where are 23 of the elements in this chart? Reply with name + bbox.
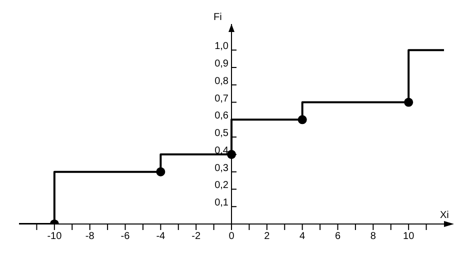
x-tick-label: 6 <box>334 231 341 242</box>
y-tick-label: 0,7 <box>214 93 229 104</box>
x-tick-label: 4 <box>300 231 306 242</box>
y-tick-label: 0,9 <box>214 58 229 70</box>
y-tick-label: 1,0 <box>214 41 229 52</box>
y-axis-title: Fi <box>214 12 222 23</box>
y-tick-label: 0,4 <box>214 145 229 156</box>
x-tick-label: 8 <box>370 231 376 242</box>
y-tick-label: 0,2 <box>214 180 229 192</box>
x-tick-label: -2 <box>192 231 201 242</box>
y-tick-label: 0,8 <box>214 76 229 87</box>
x-tick-label: -8 <box>85 231 95 242</box>
y-tick-label: 0,3 <box>214 162 229 174</box>
y-tick-label: 0,6 <box>214 110 229 122</box>
x-tick-label: -10 <box>47 231 62 242</box>
x-axis-title: Xi <box>440 210 449 221</box>
x-tick-label: 0 <box>228 231 235 242</box>
x-tick-label: 10 <box>403 231 415 242</box>
y-tick-label: 0,1 <box>214 198 229 209</box>
x-tick-label: -6 <box>120 231 130 242</box>
x-tick-label: -4 <box>156 231 166 242</box>
y-tick-label: 0,5 <box>214 128 229 140</box>
x-tick-label: 2 <box>264 231 270 242</box>
